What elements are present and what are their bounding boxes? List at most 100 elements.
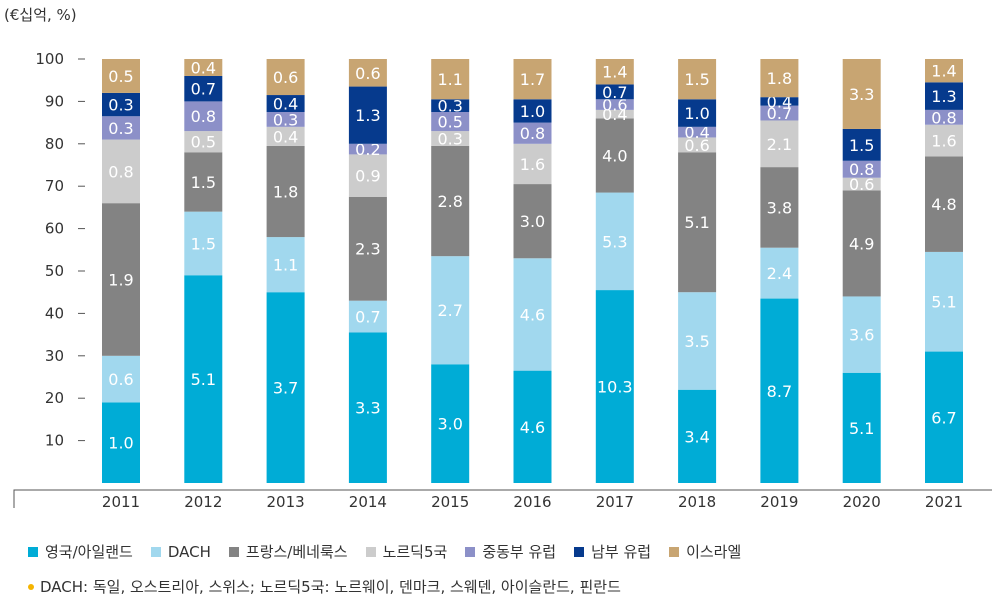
x-tick-label: 2021 xyxy=(925,493,963,511)
bar-segment xyxy=(102,139,140,204)
data-label: 0.4 xyxy=(191,58,216,77)
bar-segment xyxy=(184,131,223,153)
legend-label: 영국/아일랜드 xyxy=(45,543,133,561)
data-label: 0.4 xyxy=(273,95,298,114)
data-label: 3.4 xyxy=(684,427,709,446)
bar-segment xyxy=(348,143,387,155)
bar-segment xyxy=(513,184,552,259)
y-tick-label: 60 xyxy=(45,220,64,238)
data-label: 3.8 xyxy=(767,198,792,217)
data-label: 3.7 xyxy=(273,379,298,398)
bar-segment xyxy=(595,290,634,483)
data-label: 0.8 xyxy=(520,124,545,143)
x-tick-label: 2016 xyxy=(513,493,551,511)
bar-segment xyxy=(513,59,552,100)
bar-segment xyxy=(431,131,470,146)
x-tick-label: 2019 xyxy=(760,493,798,511)
bar-segment xyxy=(925,351,963,483)
bar-segment xyxy=(842,190,881,297)
bar-segment xyxy=(760,97,799,106)
data-label: 3.3 xyxy=(355,399,380,418)
bar-segment xyxy=(925,156,963,252)
data-label: 0.3 xyxy=(108,96,133,115)
legend-item: 남부 유럽 xyxy=(574,541,651,562)
data-label: 0.6 xyxy=(849,175,874,194)
x-tick-label: 2014 xyxy=(349,493,387,511)
data-label: 3.0 xyxy=(437,415,462,434)
legend-swatch xyxy=(28,546,38,557)
data-label: 0.7 xyxy=(602,83,627,102)
x-tick-label: 2017 xyxy=(596,493,634,511)
bar-segment xyxy=(760,298,799,483)
bar-segment xyxy=(842,296,881,373)
data-label: 0.6 xyxy=(108,370,133,389)
data-label: 4.6 xyxy=(520,305,545,324)
legend-label: 노르딕5국 xyxy=(382,543,448,561)
data-label: 8.7 xyxy=(767,382,792,401)
data-label: 1.8 xyxy=(767,69,792,88)
data-label: 2.7 xyxy=(437,301,462,320)
bar-segment xyxy=(431,256,470,365)
data-label: 2.4 xyxy=(767,264,792,283)
data-label: 0.6 xyxy=(273,68,298,87)
x-tick-label: 2015 xyxy=(431,493,469,511)
y-tick-label: 20 xyxy=(45,389,64,407)
data-label: 1.8 xyxy=(273,183,298,202)
data-label: 0.5 xyxy=(437,113,462,132)
legend-item: 노르딕5국 xyxy=(365,541,448,562)
data-label: 0.6 xyxy=(355,64,380,83)
x-tick-label: 2013 xyxy=(267,493,305,511)
data-label: 1.0 xyxy=(520,102,545,121)
data-label: 1.3 xyxy=(355,106,380,125)
y-tick-label: 70 xyxy=(45,177,64,195)
legend-item: DACH xyxy=(150,543,211,561)
bar-segment xyxy=(348,154,387,197)
bar-segment xyxy=(925,59,963,83)
bar-segment xyxy=(678,152,717,293)
data-label: 0.9 xyxy=(355,167,380,186)
data-label: 1.5 xyxy=(191,173,216,192)
data-label: 1.6 xyxy=(520,155,545,174)
footnote: DACH: 독일, 오스트리아, 스위스; 노르딕5국: 노르웨이, 덴마크, … xyxy=(28,576,621,597)
bar-segment xyxy=(925,109,963,125)
bar-segment xyxy=(925,82,963,110)
legend-divider xyxy=(13,489,992,508)
data-label: 5.1 xyxy=(684,213,709,232)
legend-label: 중동부 유럽 xyxy=(482,543,557,561)
legend-label: 이스라엘 xyxy=(686,543,742,561)
data-label: 0.7 xyxy=(767,104,792,123)
data-label: 5.1 xyxy=(191,370,216,389)
legend-swatch xyxy=(465,546,476,557)
data-label: 0.8 xyxy=(108,162,133,181)
bar-segment xyxy=(925,124,963,157)
x-tick-label: 2012 xyxy=(184,493,222,511)
bar-segment xyxy=(348,196,387,301)
y-tick-label: 100 xyxy=(35,50,64,68)
bar-segment xyxy=(678,126,717,138)
data-label: 1.4 xyxy=(602,63,627,82)
bar-segment xyxy=(184,275,223,483)
data-label: 4.8 xyxy=(931,195,956,214)
bar-segment xyxy=(184,101,223,132)
data-label: 0.4 xyxy=(684,123,709,142)
y-tick-label: 50 xyxy=(45,262,64,280)
bullet-dot-icon xyxy=(28,583,34,590)
bar-segment xyxy=(102,203,140,356)
bar-segment xyxy=(102,355,140,403)
bar-segment xyxy=(184,211,223,276)
data-label: 1.1 xyxy=(273,256,298,275)
bar-segment xyxy=(431,112,470,132)
bar-segment xyxy=(348,300,387,333)
bar-segment xyxy=(513,122,552,144)
bar-segment xyxy=(431,99,470,112)
data-label: 0.5 xyxy=(108,67,133,86)
data-label: 1.3 xyxy=(931,87,956,106)
data-label: 2.1 xyxy=(767,135,792,154)
bar-segment xyxy=(513,99,552,123)
bar-segment xyxy=(595,192,634,291)
bar-segment xyxy=(102,116,140,140)
bar-segment xyxy=(595,118,634,193)
data-label: 0.8 xyxy=(849,160,874,179)
bar-segment xyxy=(595,59,634,85)
